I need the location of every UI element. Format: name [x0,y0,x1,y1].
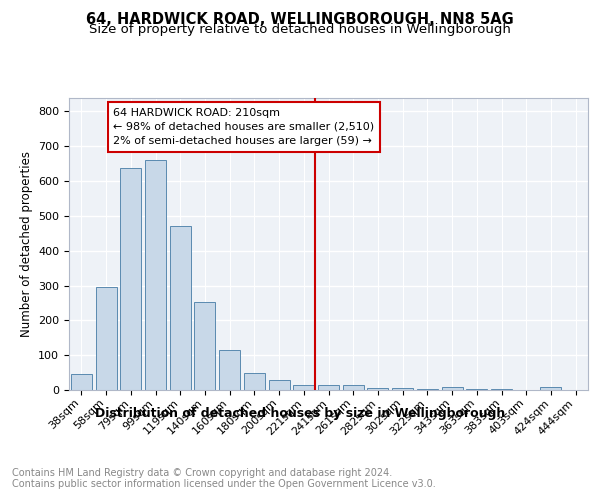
Bar [541,387,562,390]
Bar [95,288,116,390]
Bar [367,388,388,390]
Text: Contains HM Land Registry data © Crown copyright and database right 2024.
Contai: Contains HM Land Registry data © Crown c… [12,468,436,489]
Text: 64, HARDWICK ROAD, WELLINGBOROUGH, NN8 5AG: 64, HARDWICK ROAD, WELLINGBOROUGH, NN8 5… [86,12,514,28]
Y-axis label: Number of detached properties: Number of detached properties [20,151,32,337]
Bar [491,388,512,390]
Bar [343,386,364,390]
Bar [244,372,265,390]
Text: Size of property relative to detached houses in Wellingborough: Size of property relative to detached ho… [89,22,511,36]
Bar [145,160,166,390]
Bar [219,350,240,390]
Bar [293,385,314,390]
Bar [392,388,413,390]
Bar [71,374,92,390]
Bar [170,226,191,390]
Bar [269,380,290,390]
Text: 64 HARDWICK ROAD: 210sqm
← 98% of detached houses are smaller (2,510)
2% of semi: 64 HARDWICK ROAD: 210sqm ← 98% of detach… [113,108,374,146]
Bar [466,388,487,390]
Bar [120,168,141,390]
Bar [194,302,215,390]
Bar [318,385,339,390]
Text: Distribution of detached houses by size in Wellingborough: Distribution of detached houses by size … [95,408,505,420]
Bar [417,388,438,390]
Bar [442,387,463,390]
